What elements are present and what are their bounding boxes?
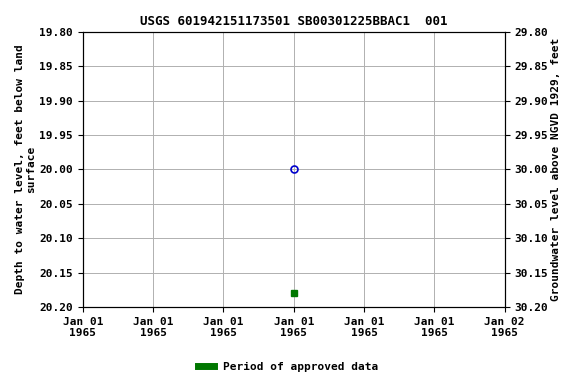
Legend: Period of approved data: Period of approved data <box>193 358 383 377</box>
Y-axis label: Groundwater level above NGVD 1929, feet: Groundwater level above NGVD 1929, feet <box>551 38 561 301</box>
Title: USGS 601942151173501 SB00301225BBAC1  001: USGS 601942151173501 SB00301225BBAC1 001 <box>140 15 448 28</box>
Y-axis label: Depth to water level, feet below land
surface: Depth to water level, feet below land su… <box>15 45 37 294</box>
